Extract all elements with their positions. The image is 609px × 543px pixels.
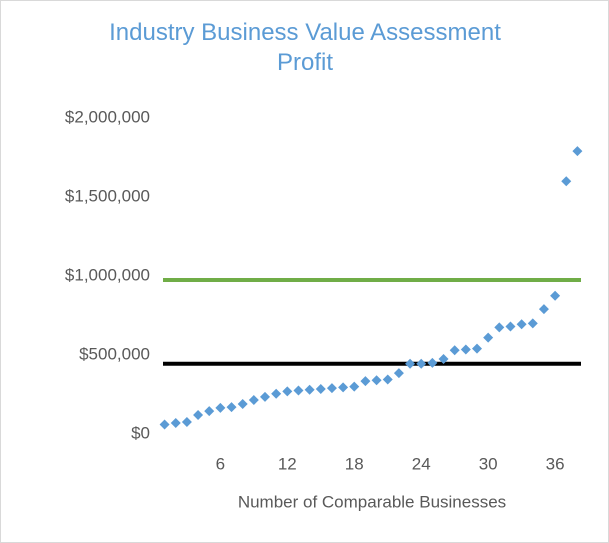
x-axis-label: Number of Comparable Businesses bbox=[238, 492, 506, 511]
data-point bbox=[494, 322, 505, 333]
data-point bbox=[572, 146, 583, 157]
data-point bbox=[248, 395, 259, 406]
data-point bbox=[181, 416, 192, 427]
data-point bbox=[226, 402, 237, 413]
y-tick-label: $2,000,000 bbox=[65, 107, 150, 126]
data-point bbox=[159, 419, 170, 430]
data-point bbox=[405, 358, 416, 369]
data-point bbox=[215, 402, 226, 413]
data-point bbox=[382, 374, 393, 385]
data-point bbox=[516, 319, 527, 330]
y-tick-label: $1,500,000 bbox=[65, 186, 150, 205]
data-point bbox=[561, 176, 572, 187]
y-tick-label: $1,000,000 bbox=[65, 265, 150, 284]
x-tick-label: 30 bbox=[479, 454, 498, 473]
data-point bbox=[237, 398, 248, 409]
data-point bbox=[293, 385, 304, 396]
data-point bbox=[438, 353, 449, 364]
data-point bbox=[483, 332, 494, 343]
data-point bbox=[460, 344, 471, 355]
data-point bbox=[527, 318, 538, 329]
data-point bbox=[550, 290, 561, 301]
data-point bbox=[427, 357, 438, 368]
data-point bbox=[393, 368, 404, 379]
y-tick-label: $0 bbox=[131, 423, 150, 442]
x-tick-label: 24 bbox=[412, 454, 431, 473]
chart-title: Industry Business Value Assessment Profi… bbox=[109, 19, 501, 76]
data-point bbox=[271, 388, 282, 399]
data-point bbox=[204, 406, 215, 417]
data-point bbox=[338, 382, 349, 393]
x-tick-label: 18 bbox=[345, 454, 364, 473]
data-point bbox=[170, 417, 181, 428]
data-point bbox=[472, 343, 482, 354]
y-tick-label: $500,000 bbox=[79, 344, 150, 363]
data-point bbox=[360, 376, 371, 387]
x-tick-label: 12 bbox=[278, 454, 297, 473]
data-point bbox=[193, 410, 204, 421]
data-point bbox=[416, 358, 427, 369]
data-point bbox=[371, 375, 382, 386]
data-point bbox=[260, 391, 270, 402]
x-tick-label: 6 bbox=[216, 454, 225, 473]
data-point bbox=[282, 386, 293, 397]
data-point bbox=[538, 304, 549, 315]
data-point bbox=[304, 384, 315, 395]
data-point bbox=[315, 383, 326, 394]
data-point bbox=[349, 381, 360, 392]
data-point bbox=[505, 321, 516, 332]
data-point bbox=[449, 345, 460, 356]
x-tick-label: 36 bbox=[546, 454, 565, 473]
data-point bbox=[326, 383, 337, 394]
